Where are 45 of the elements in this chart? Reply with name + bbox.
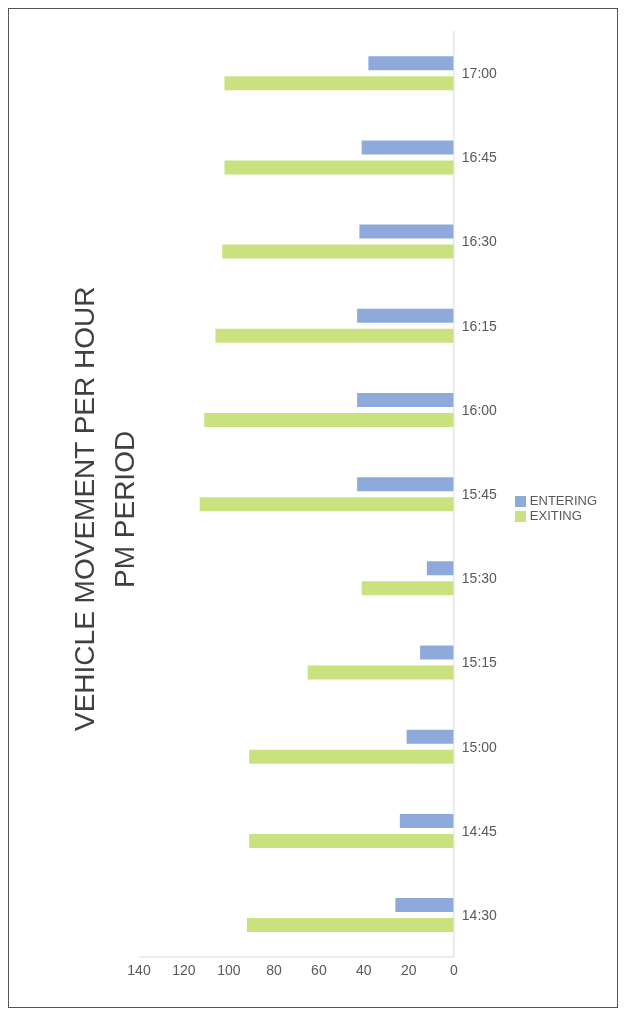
legend-label: ENTERING [529,493,597,508]
x-tick-label: 80 [266,961,282,978]
x-tick-label: 140 [127,961,151,978]
bar [399,813,454,828]
bar [224,76,454,91]
bar [249,833,454,848]
y-tick-label: 16:00 [461,401,498,418]
x-tick-label: 60 [311,961,327,978]
y-tick-label: 17:00 [461,65,498,82]
bar [224,160,454,175]
bar [204,412,454,427]
bar [357,477,454,492]
bar [215,328,454,343]
y-tick-label: 14:30 [461,906,498,923]
bar [395,898,454,913]
y-tick-label: 15:00 [461,738,498,755]
y-tick-label: 16:15 [461,317,498,334]
x-tick-label: 20 [401,961,417,978]
x-tick-label: 100 [217,961,241,978]
bar [307,665,454,680]
bar [357,392,454,407]
y-tick-label: 15:45 [461,485,498,502]
bar [426,561,454,576]
bar [199,497,454,512]
bar [357,308,454,323]
bar [249,749,454,764]
text: PM PERIOD [109,430,140,588]
x-tick-label: 40 [356,961,372,978]
bar [246,918,454,933]
y-tick-label: 15:30 [461,570,498,587]
bar [361,581,454,596]
bar [222,244,454,259]
y-tick-label: 16:45 [461,149,498,166]
y-tick-label: 14:45 [461,822,498,839]
bar [359,224,454,239]
x-tick-label: 120 [172,961,196,978]
text: VEHICLE MOVEMENT PER HOUR [68,285,101,734]
bar [368,56,454,71]
y-tick-label: 15:15 [461,654,498,671]
bar [361,140,454,155]
bar [420,645,454,660]
x-tick-label: 0 [449,961,458,978]
bar [406,729,454,744]
legend-label: EXITING [529,508,582,523]
y-tick-label: 16:30 [461,233,498,250]
